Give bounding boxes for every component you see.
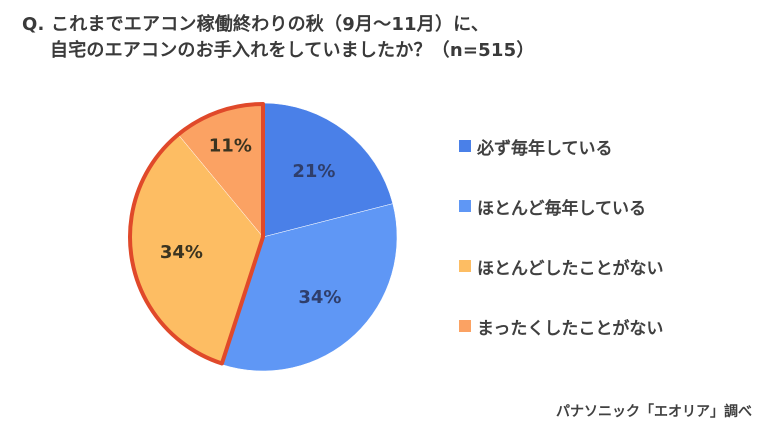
pie-labels: 21% 34% 34% 11% (160, 136, 342, 308)
legend-label: ほとんどしたことがない (477, 258, 664, 279)
highlight-outline (128, 102, 265, 366)
legend-label: まったくしたことがない (477, 318, 664, 339)
slice-value-label: 11% (209, 136, 252, 157)
legend-item-rarely: ほとんどしたことがない (459, 251, 664, 281)
slice-value-label: 34% (160, 242, 203, 263)
legend-item-mostly: ほとんど毎年している (459, 191, 664, 221)
title-line-1: Q. これまでエアコン稼働終わりの秋（9月〜11月）に、 (22, 14, 490, 35)
legend-label: 必ず毎年している (477, 138, 613, 159)
chart-title: Q. これまでエアコン稼働終わりの秋（9月〜11月）に、 自宅のエアコンのお手入… (22, 12, 535, 64)
pie-slice (262, 102, 394, 238)
slice-value-label: 21% (292, 161, 335, 182)
legend-swatch-icon (459, 320, 471, 332)
legend-swatch-icon (459, 200, 471, 212)
title-line-2: 自宅のエアコンのお手入れをしていましたか？（n=515） (50, 40, 535, 61)
slice-value-label: 34% (298, 287, 341, 308)
source-note: パナソニック「エオリア」調べ (556, 404, 752, 420)
legend-label: ほとんど毎年している (477, 198, 646, 219)
legend-swatch-icon (459, 140, 471, 152)
legend: 必ず毎年している ほとんど毎年している ほとんどしたことがない まったくしたこと… (459, 131, 664, 371)
pie-slice (221, 203, 398, 372)
legend-item-always: 必ず毎年している (459, 131, 664, 161)
legend-swatch-icon (459, 260, 471, 272)
legend-item-never: まったくしたことがない (459, 311, 664, 341)
